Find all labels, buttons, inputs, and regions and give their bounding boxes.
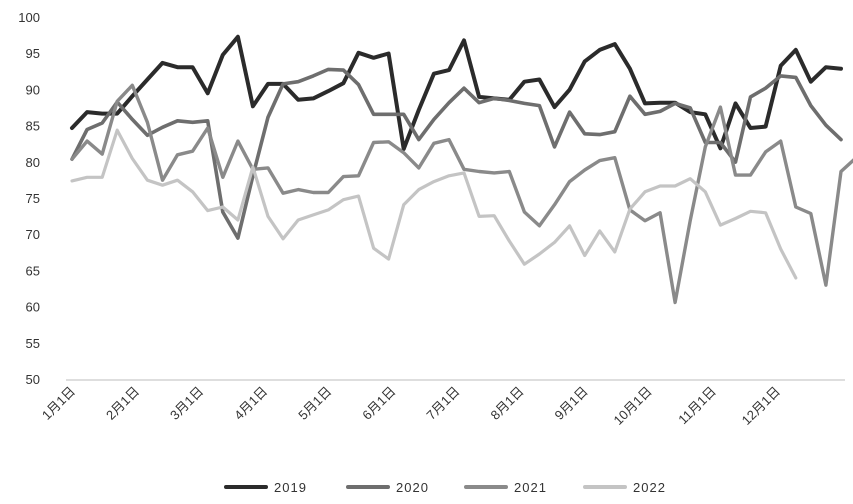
series-line-2021 (70, 83, 853, 305)
x-tick-label: 1月1日 (39, 384, 78, 423)
x-tick-label: 5月1日 (295, 384, 334, 423)
y-tick-label: 55 (26, 336, 40, 351)
x-tick-label: 9月1日 (552, 384, 591, 423)
legend-label-2022: 2022 (633, 480, 666, 495)
x-tick-label: 6月1日 (359, 384, 398, 423)
y-tick-label: 90 (26, 82, 40, 97)
y-tick-label: 60 (26, 300, 40, 315)
y-tick-label: 85 (26, 119, 40, 134)
x-tick-label: 7月1日 (423, 384, 462, 423)
x-tick-label: 10月1日 (611, 384, 655, 428)
legend-label-2021: 2021 (514, 480, 547, 495)
y-tick-label: 80 (26, 155, 40, 170)
x-tick-label: 3月1日 (167, 384, 206, 423)
y-tick-label: 70 (26, 227, 40, 242)
y-tick-label: 65 (26, 263, 40, 278)
legend: 2019 2020 2021 2022 (224, 480, 666, 495)
y-tick-label: 100 (18, 10, 40, 25)
axes: 50 55 60 65 70 75 80 85 90 95 100 1月1日 2月1日 3月1日 4月1日 5… (18, 10, 845, 428)
legend-label-2019: 2019 (274, 480, 307, 495)
legend-label-2020: 2020 (396, 480, 429, 495)
y-tick-label: 95 (26, 46, 40, 61)
y-tick-label: 75 (26, 191, 40, 206)
series-layer (70, 34, 853, 305)
x-tick-label: 2月1日 (103, 384, 142, 423)
x-tick-label: 11月1日 (675, 384, 719, 428)
x-tick-label: 4月1日 (231, 384, 270, 423)
series-line-2020 (70, 67, 843, 240)
x-tick-label: 12月1日 (739, 384, 783, 428)
y-tick-label: 50 (26, 372, 40, 387)
series-line-2022 (70, 128, 798, 280)
x-tick-label: 8月1日 (487, 384, 526, 423)
